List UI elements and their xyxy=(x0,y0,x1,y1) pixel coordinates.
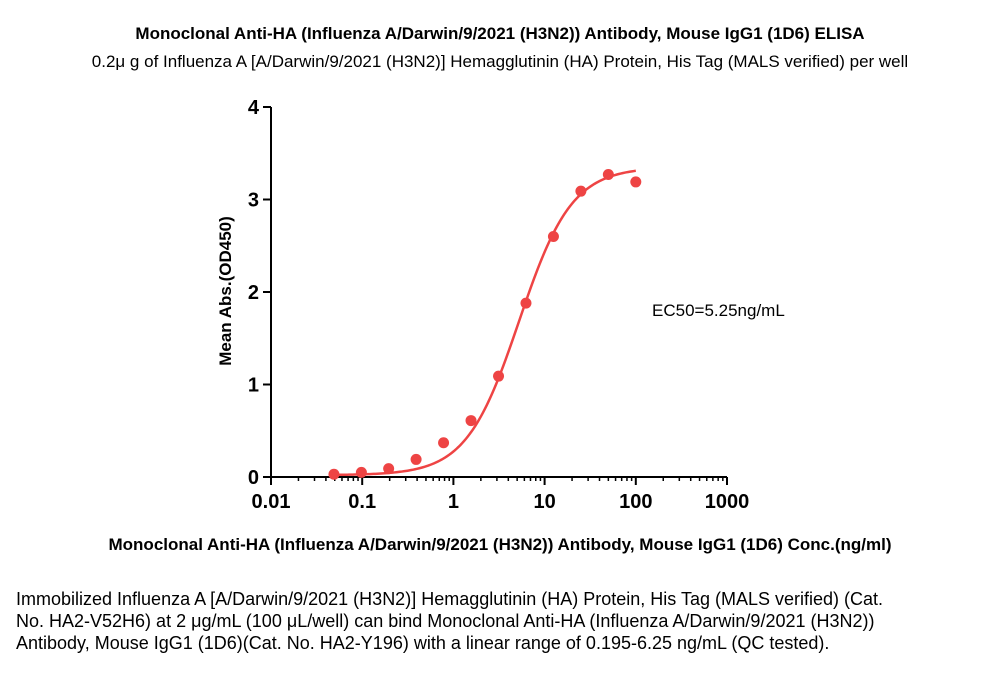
x-tick-label: 10 xyxy=(533,491,555,513)
fit-curve xyxy=(333,169,636,477)
x-tick-label: 100 xyxy=(619,491,652,513)
x-tick-label: 1000 xyxy=(705,491,750,513)
figure-caption: Immobilized Influenza A [A/Darwin/9/2021… xyxy=(16,589,884,653)
data-point xyxy=(465,415,477,427)
data-point xyxy=(410,453,422,465)
data-point xyxy=(355,466,367,478)
data-point xyxy=(493,370,505,382)
axes: 0 1 2 3 4 0.01 0.1 1 10 100 1000 xyxy=(248,97,749,513)
y-tick-label: 1 xyxy=(248,375,259,397)
x-axis-label: Monoclonal Anti-HA (Influenza A/Darwin/9… xyxy=(109,535,892,554)
data-point xyxy=(383,463,395,475)
y-tick-label: 2 xyxy=(248,282,259,304)
data-point xyxy=(602,169,614,181)
y-tick-label: 0 xyxy=(248,467,259,489)
data-point xyxy=(547,231,559,242)
data-point xyxy=(438,437,450,449)
data-point xyxy=(575,185,587,197)
data-point xyxy=(520,297,532,309)
data-point xyxy=(328,468,340,480)
ec50-annotation: EC50=5.25ng/mL xyxy=(652,301,785,320)
y-axis-label: Mean Abs.(OD450) xyxy=(216,216,235,366)
x-tick-label: 1 xyxy=(448,491,459,513)
chart-title: Monoclonal Anti-HA (Influenza A/Darwin/9… xyxy=(135,24,865,43)
data-point xyxy=(630,176,642,188)
x-tick-label: 0.01 xyxy=(252,491,291,513)
data-points xyxy=(328,169,642,480)
x-tick-label: 0.1 xyxy=(348,491,376,513)
y-tick-label: 4 xyxy=(248,97,260,119)
chart-subtitle: 0.2μ g of Influenza A [A/Darwin/9/2021 (… xyxy=(91,52,909,71)
y-tick-label: 3 xyxy=(248,190,259,212)
